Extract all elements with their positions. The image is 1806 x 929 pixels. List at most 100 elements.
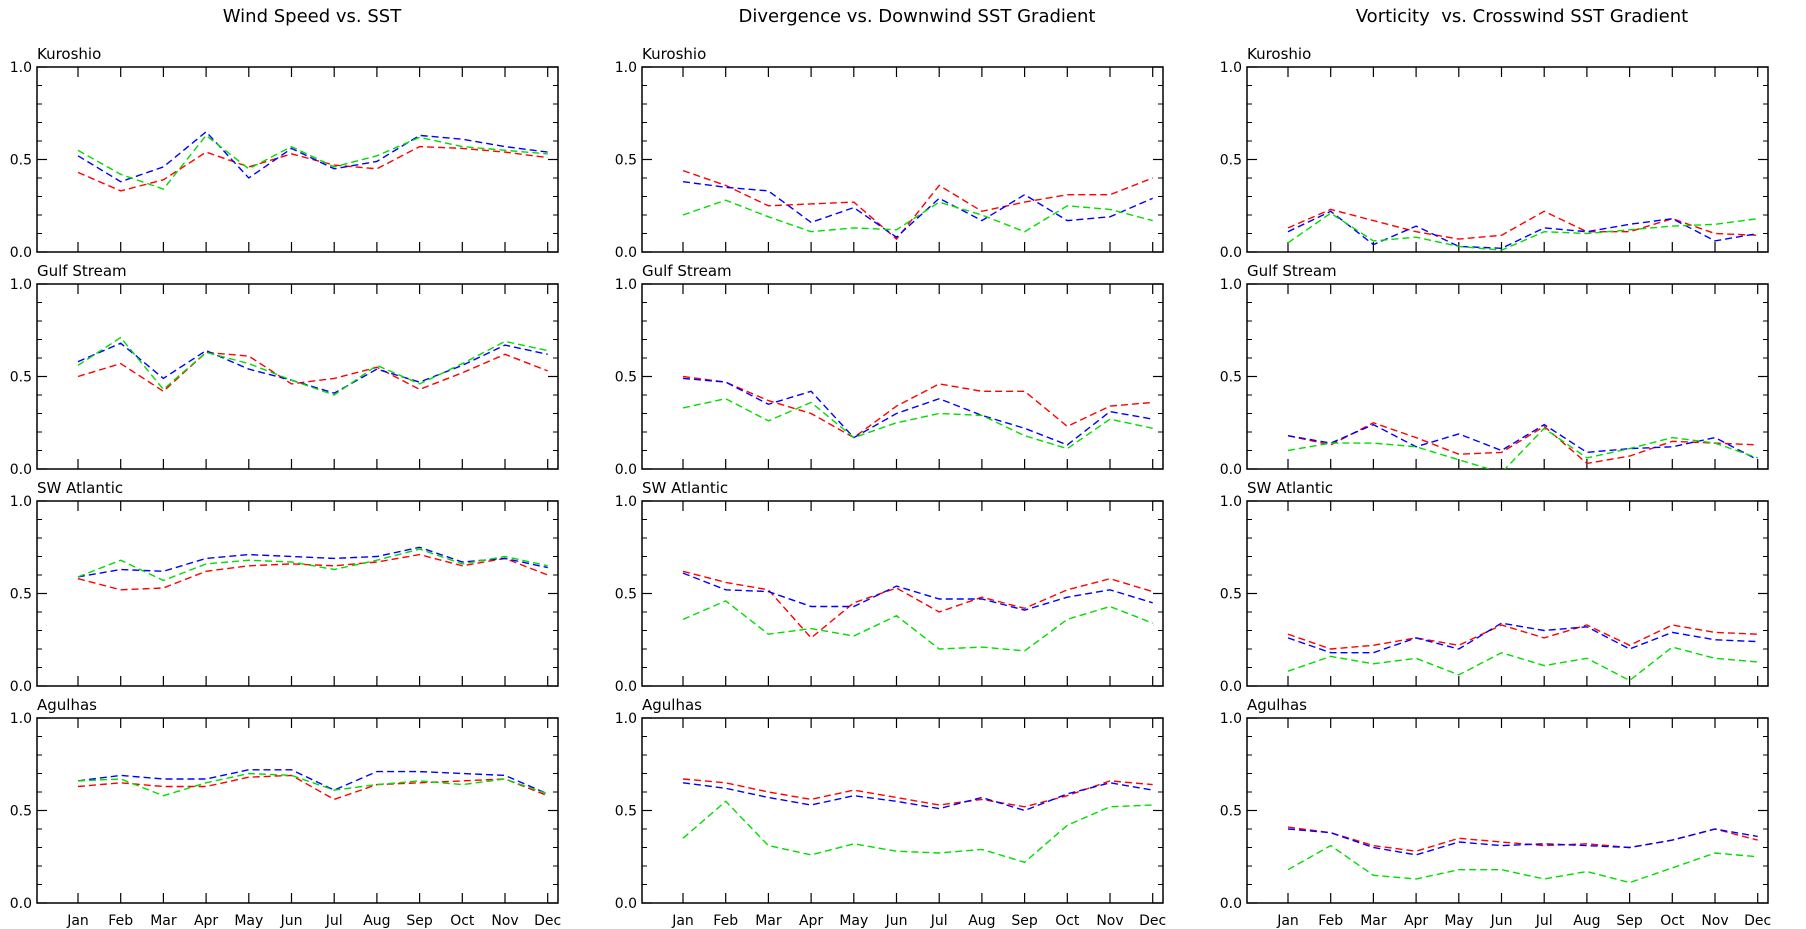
panel-c1-kuroshio-ytick-label: 0.5 — [10, 153, 32, 169]
panel-c2-kuroshio-series-line-2 — [682, 181, 1153, 239]
panel-c2-kuroshio-ytick-label: 1.0 — [615, 60, 637, 76]
panel-c3-agulhas-xtick-label-jun: Jun — [1490, 913, 1513, 929]
panel-c3-gulf-stream-ytick-label: 0.5 — [1220, 370, 1242, 386]
panel-c3-agulhas: Agulhas 0.0 0.5 1.0 Jan Feb Mar Apr May Jun Jul Aug… — [1220, 696, 1772, 929]
panel-c1-sw-atlantic-ytick-label: 0.5 — [10, 587, 32, 603]
panel-c1-gulf-stream-ytick-label: 0.5 — [10, 370, 32, 386]
panel-c1-agulhas-xtick-label-jul: Jul — [325, 913, 343, 929]
panel-c2-gulf-stream-series-group — [682, 375, 1153, 450]
panel-c2-sw-atlantic-frame — [641, 500, 1164, 687]
panel-c3-kuroshio-ytick-label: 0.0 — [1220, 245, 1242, 261]
panel-c2-agulhas-series-line-3 — [682, 800, 1153, 864]
panel-c2-gulf-stream-series-line-3 — [682, 397, 1153, 450]
panel-c3-agulhas-frame — [1246, 717, 1769, 904]
panel-c3-sw-atlantic-series-group — [1287, 622, 1758, 682]
panel-c3-agulhas-label: Agulhas — [1247, 696, 1307, 714]
panel-c2-agulhas-xtick-label-may: May — [839, 913, 868, 929]
panel-c2-kuroshio-series-line-3 — [682, 199, 1153, 233]
panel-c3-gulf-stream-ytick-label: 1.0 — [1220, 277, 1242, 293]
panel-c3-agulhas-xtick-label-may: May — [1444, 913, 1473, 929]
panel-c1-kuroshio-label: Kuroshio — [37, 45, 101, 63]
panel-c3-kuroshio-series-group — [1287, 208, 1758, 251]
panel-c3-sw-atlantic-ytick-label: 0.0 — [1220, 679, 1242, 695]
panel-c2-agulhas-ytick-label: 0.5 — [615, 804, 637, 820]
panel-c2-kuroshio-label: Kuroshio — [642, 45, 706, 63]
panel-c2-kuroshio-frame — [641, 66, 1164, 253]
panel-c1-agulhas-xtick-label-jan: Jan — [66, 913, 89, 929]
panel-c2-sw-atlantic-ytick-label: 0.0 — [615, 679, 637, 695]
panel-c2-sw-atlantic-series-group — [682, 570, 1153, 652]
panel-c2-kuroshio-ytick-label: 0.0 — [615, 245, 637, 261]
panel-c3-agulhas-xtick-label-mar: Mar — [1360, 913, 1387, 929]
panel-c2-kuroshio-series-group — [682, 169, 1153, 241]
panel-c2-sw-atlantic-series-line-2 — [682, 572, 1153, 611]
panel-c1-kuroshio-series-group — [77, 130, 548, 192]
panel-c1-gulf-stream-frame — [36, 283, 559, 470]
panel-c1-sw-atlantic-series-group — [77, 546, 548, 591]
panel-c3-kuroshio-label: Kuroshio — [1247, 45, 1311, 63]
panel-c2-agulhas-xtick-label-nov: Nov — [1096, 913, 1123, 929]
panel-c1-gulf-stream-series-line-3 — [77, 336, 548, 396]
panel-c2-sw-atlantic-label: SW Atlantic — [642, 479, 728, 497]
panel-c3-kuroshio: Kuroshio 0.0 0.5 1.0 — [1220, 45, 1769, 261]
panel-c3-agulhas-xtick-label-oct: Oct — [1660, 913, 1685, 929]
panel-c3-agulhas-ytick-label: 1.0 — [1220, 711, 1242, 727]
panel-c3-kuroshio-ytick-label: 0.5 — [1220, 153, 1242, 169]
panel-c2-agulhas: Agulhas 0.0 0.5 1.0 Jan Feb Mar Apr May Jun Jul Aug… — [615, 696, 1167, 929]
panel-c1-gulf-stream-ytick-label: 0.0 — [10, 462, 32, 478]
panel-c1-agulhas-xtick-label-may: May — [234, 913, 263, 929]
panel-c3-agulhas-xtick-label-jan: Jan — [1276, 913, 1299, 929]
panel-c1-gulf-stream: Gulf Stream 0.0 0.5 1.0 — [10, 262, 559, 478]
panel-c2-agulhas-series-line-1 — [682, 778, 1153, 808]
panel-c3-gulf-stream-ytick-label: 0.0 — [1220, 462, 1242, 478]
panel-c2-kuroshio: Kuroshio 0.0 0.5 1.0 — [615, 45, 1164, 261]
panel-c3-kuroshio-ytick-label: 1.0 — [1220, 60, 1242, 76]
panel-c3-kuroshio-series-line-1 — [1287, 208, 1758, 240]
panel-c2-agulhas-ytick-label: 0.0 — [615, 896, 637, 912]
panel-c1-agulhas-series-line-3 — [77, 772, 548, 797]
panel-c1-kuroshio-series-line-1 — [77, 145, 548, 192]
panel-c2-agulhas-xtick-label-jun: Jun — [885, 913, 908, 929]
panel-c3-gulf-stream: Gulf Stream 0.0 0.5 1.0 — [1220, 262, 1769, 478]
panel-c1-sw-atlantic-series-line-2 — [77, 546, 548, 578]
panel-c3-agulhas-series-line-1 — [1287, 826, 1758, 852]
panel-c2-agulhas-xtick-label-sep: Sep — [1011, 913, 1038, 929]
panel-c3-gulf-stream-series-line-3 — [1287, 427, 1758, 469]
panel-c1-agulhas-ytick-label: 0.5 — [10, 804, 32, 820]
column-title-wind-speed: Wind Speed vs. SST — [223, 6, 402, 27]
panel-c1-sw-atlantic-ytick-label: 1.0 — [10, 494, 32, 510]
panel-c1-agulhas-series-line-1 — [77, 774, 548, 801]
panel-c3-sw-atlantic: SW Atlantic 0.0 0.5 1.0 — [1220, 479, 1769, 695]
panel-c2-gulf-stream-ytick-label: 1.0 — [615, 277, 637, 293]
panel-c3-sw-atlantic-label: SW Atlantic — [1247, 479, 1333, 497]
panel-c1-kuroshio-ytick-label: 1.0 — [10, 60, 32, 76]
panel-c2-gulf-stream-frame — [641, 283, 1164, 470]
panel-c3-agulhas-xtick-label-dec: Dec — [1744, 913, 1771, 929]
panel-c1-agulhas-xtick-label-aug: Aug — [363, 913, 390, 929]
panel-c1-agulhas-xtick-label-mar: Mar — [150, 913, 177, 929]
panel-c1-gulf-stream-series-line-1 — [77, 351, 548, 393]
panel-c2-gulf-stream-series-line-2 — [682, 377, 1153, 446]
panel-c1-sw-atlantic-frame — [36, 500, 559, 687]
panel-c3-agulhas-xtick-label-aug: Aug — [1573, 913, 1600, 929]
panel-c3-agulhas-series-group — [1287, 826, 1758, 884]
panel-c1-sw-atlantic-series-line-3 — [77, 548, 548, 582]
panel-c2-kuroshio-ytick-label: 0.5 — [615, 153, 637, 169]
panel-c3-agulhas-xtick-label-nov: Nov — [1701, 913, 1728, 929]
panel-c3-sw-atlantic-series-line-3 — [1287, 646, 1758, 682]
panel-c3-agulhas-ytick-label: 0.5 — [1220, 804, 1242, 820]
panel-c1-agulhas-xtick-label-nov: Nov — [491, 913, 518, 929]
panel-c1-sw-atlantic-label: SW Atlantic — [37, 479, 123, 497]
panel-c1-agulhas-xtick-label-sep: Sep — [406, 913, 433, 929]
panel-c2-agulhas-frame — [641, 717, 1164, 904]
panel-c2-agulhas-xtick-label-dec: Dec — [1139, 913, 1166, 929]
panel-c1-kuroshio-frame — [36, 66, 559, 253]
panel-c3-sw-atlantic-series-line-1 — [1287, 624, 1758, 650]
panel-c1-agulhas-xtick-label-feb: Feb — [108, 913, 133, 929]
panel-c1-gulf-stream-ytick-label: 1.0 — [10, 277, 32, 293]
panel-c1-gulf-stream-series-line-2 — [77, 342, 548, 394]
panel-c2-agulhas-xtick-label-apr: Apr — [799, 913, 823, 929]
panel-c2-sw-atlantic-series-line-1 — [682, 570, 1153, 639]
panel-c1-kuroshio-ytick-label: 0.0 — [10, 245, 32, 261]
